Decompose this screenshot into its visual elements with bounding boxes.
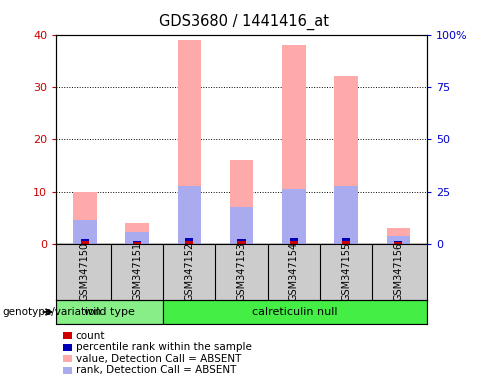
Bar	[185, 241, 193, 244]
Bar	[386, 236, 410, 244]
Bar	[394, 242, 403, 244]
Text: wild type: wild type	[84, 307, 135, 317]
Bar	[178, 40, 201, 244]
Bar	[133, 242, 141, 244]
Bar	[178, 186, 201, 244]
Text: GSM347152: GSM347152	[184, 242, 194, 301]
Bar	[334, 186, 358, 244]
Bar	[125, 232, 149, 244]
Bar	[238, 241, 245, 244]
Text: GSM347151: GSM347151	[132, 242, 142, 301]
Bar	[81, 239, 89, 241]
Bar	[394, 241, 403, 242]
Bar	[73, 220, 97, 244]
Bar	[334, 76, 358, 244]
Text: GSM347153: GSM347153	[237, 242, 246, 301]
Bar	[163, 300, 427, 324]
Bar	[282, 45, 305, 244]
Text: percentile rank within the sample: percentile rank within the sample	[76, 342, 251, 352]
Bar	[386, 228, 410, 244]
Bar	[230, 160, 253, 244]
Bar	[133, 241, 141, 242]
Text: count: count	[76, 331, 105, 341]
Bar	[238, 239, 245, 241]
Bar	[185, 238, 193, 241]
Bar	[230, 207, 253, 244]
Text: GSM347156: GSM347156	[393, 242, 403, 301]
Bar	[290, 238, 298, 241]
Text: GSM347155: GSM347155	[341, 242, 351, 301]
Text: rank, Detection Call = ABSENT: rank, Detection Call = ABSENT	[76, 365, 236, 375]
Bar	[290, 241, 298, 244]
Bar	[342, 241, 350, 244]
Text: calreticulin null: calreticulin null	[252, 307, 338, 317]
Text: GSM347154: GSM347154	[289, 242, 299, 301]
Text: GSM347150: GSM347150	[80, 242, 90, 301]
Text: genotype/variation: genotype/variation	[2, 307, 102, 317]
Bar	[342, 238, 350, 241]
Bar	[282, 189, 305, 244]
Bar	[125, 223, 149, 244]
Bar	[81, 241, 89, 244]
Text: GDS3680 / 1441416_at: GDS3680 / 1441416_at	[159, 13, 329, 30]
Bar	[73, 192, 97, 244]
Bar	[56, 300, 163, 324]
Text: value, Detection Call = ABSENT: value, Detection Call = ABSENT	[76, 354, 241, 364]
